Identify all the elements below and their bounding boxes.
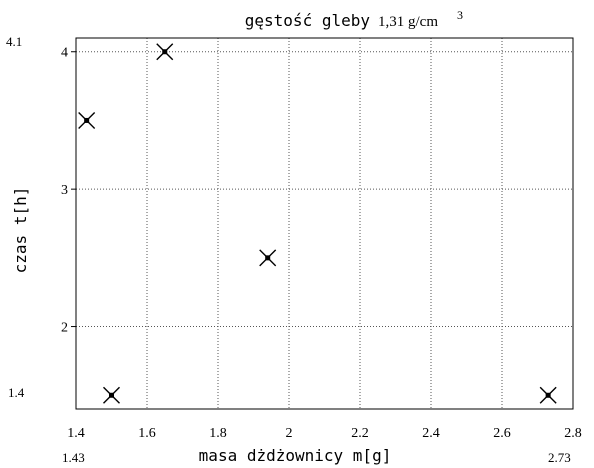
x-tick-label: 2.8 (564, 426, 582, 441)
x-tick-label: 2 (286, 426, 293, 441)
data-point (259, 249, 277, 267)
chart-title: gęstość gleby (245, 11, 371, 30)
y-tick-label: 2 (61, 321, 68, 336)
y-extent-max-label: 4.1 (6, 34, 22, 49)
plot-frame (75, 37, 574, 410)
x-tick-label: 2.4 (422, 426, 440, 441)
grid (76, 38, 573, 409)
chart-subtitle-exponent: 3 (457, 8, 463, 22)
x-tick-label: 2.6 (493, 426, 511, 441)
x-tick-label: 2.2 (351, 426, 369, 441)
y-extent-min-label: 1.4 (8, 385, 25, 400)
data-point (103, 386, 120, 404)
data-point (156, 43, 174, 61)
chart-subtitle-value: 1,31 g/cm (378, 14, 438, 30)
y-tick-label: 4 (61, 46, 68, 61)
y-tick-label: 3 (61, 183, 68, 198)
x-extent-min-label: 1.43 (62, 450, 85, 465)
x-tick-label: 1.8 (209, 426, 227, 441)
y-axis: 2 3 4 (61, 46, 76, 336)
y-axis-label: czas t[h] (11, 187, 30, 274)
x-tick-label: 1.4 (67, 426, 85, 441)
x-tick-label: 1.6 (138, 426, 156, 441)
data-point (78, 111, 96, 129)
data-points (78, 43, 557, 404)
data-point (539, 386, 557, 404)
x-extent-max-label: 2.73 (548, 450, 571, 465)
x-axis-label: masa dżdżownicy m[g] (199, 446, 392, 465)
x-axis: 1.4 1.6 1.8 2 2.2 2.4 2.6 2.8 (67, 426, 582, 441)
